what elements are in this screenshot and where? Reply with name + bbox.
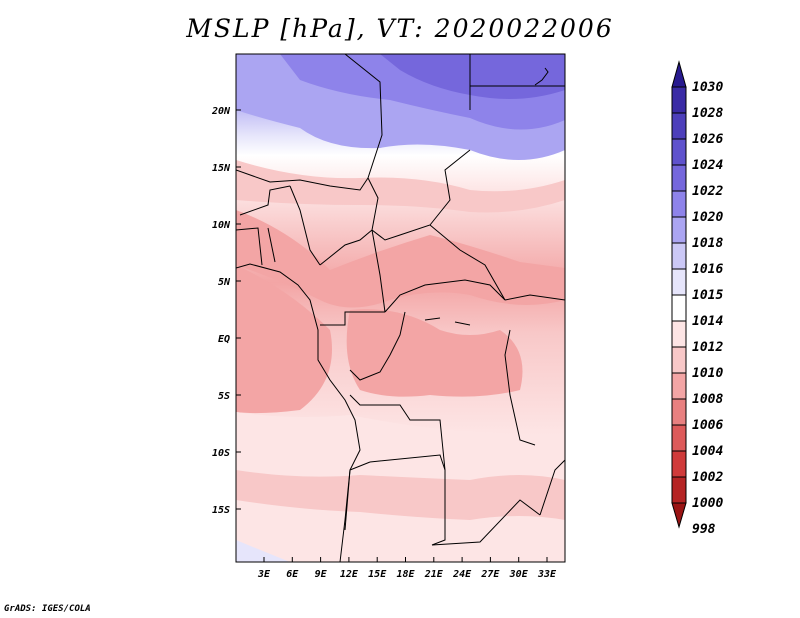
colorbar-swatch [671, 164, 687, 192]
colorbar-swatch [671, 424, 687, 452]
colorbar-swatch [671, 216, 687, 244]
colorbar-swatch [671, 372, 687, 400]
colorbar-swatch [671, 190, 687, 218]
colorbar-label: 1028 [692, 106, 723, 121]
colorbar-label: 1000 [692, 496, 723, 511]
lon-tick-label: 21E [424, 569, 444, 580]
map-title: MSLP [hPa], VT: 2020022006 [186, 14, 614, 43]
lat-tick-label: 15N [212, 163, 231, 174]
colorbar-swatch [671, 112, 687, 140]
colorbar-label: 1004 [692, 444, 723, 459]
lat-tick-label: 10N [212, 220, 231, 231]
lon-tick-label: 24E [452, 569, 472, 580]
lat-tick-label: 20N [211, 106, 231, 117]
colorbar-top-arrow [671, 60, 687, 88]
colorbar-label: 1002 [692, 470, 723, 485]
colorbar-label: 1006 [692, 418, 723, 433]
colorbar-swatch [671, 320, 687, 348]
plot-frame [235, 53, 566, 563]
colorbar-label: 1026 [692, 132, 723, 147]
colorbar-label: 1018 [692, 236, 723, 251]
colorbar-label: 998 [692, 522, 716, 537]
colorbar-swatch [671, 242, 687, 270]
latitude-axis: 20N 15N 10N 5N EQ 5S 10S 15S [211, 106, 241, 516]
colorbar-swatch [671, 86, 687, 114]
colorbar-label: 1016 [692, 262, 723, 277]
colorbar-swatch [671, 346, 687, 374]
colorbar-label: 1012 [692, 340, 723, 355]
lon-tick-label: 33E [537, 569, 557, 580]
lat-tick-label: 5N [218, 277, 231, 288]
colorbar-label: 1022 [692, 184, 723, 199]
colorbar-label: 1014 [692, 314, 723, 329]
lon-tick-label: 15E [368, 569, 387, 580]
colorbar-swatch [671, 450, 687, 478]
lat-tick-label: EQ [218, 334, 230, 345]
lon-tick-label: 27E [480, 569, 500, 580]
longitude-axis: 3E 6E 9E 12E 15E 18E 21E 24E 27E 30E 33E [257, 557, 557, 580]
grads-credit: GrADS: IGES/COLA [4, 604, 91, 614]
colorbar-swatch [671, 398, 687, 426]
lon-tick-label: 12E [340, 569, 359, 580]
lat-tick-label: 5S [218, 391, 230, 402]
lat-tick-label: 15S [212, 505, 230, 516]
colorbar-bottom-arrow [671, 502, 687, 529]
lon-tick-label: 3E [257, 569, 271, 580]
colorbar-swatch [671, 476, 687, 504]
colorbar-label: 1024 [692, 158, 723, 173]
colorbar-label: 1010 [692, 366, 723, 381]
lon-tick-label: 18E [396, 569, 415, 580]
colorbar-legend: 1030 1028 1026 1024 1022 1020 1018 1016 1015 1014… [671, 60, 723, 537]
colorbar-swatch [671, 294, 687, 322]
colorbar-swatch [671, 268, 687, 296]
colorbar-label: 1030 [692, 80, 723, 95]
colorbar-label: 1015 [692, 288, 723, 303]
lon-tick-label: 30E [509, 569, 529, 580]
colorbar-label: 1008 [692, 392, 723, 407]
lat-tick-label: 10S [212, 448, 230, 459]
colorbar-label: 1020 [692, 210, 723, 225]
country-borders [236, 54, 565, 562]
pressure-field [236, 54, 565, 562]
lon-tick-label: 6E [286, 569, 299, 580]
lon-tick-label: 9E [315, 569, 328, 580]
colorbar-swatch [671, 138, 687, 166]
